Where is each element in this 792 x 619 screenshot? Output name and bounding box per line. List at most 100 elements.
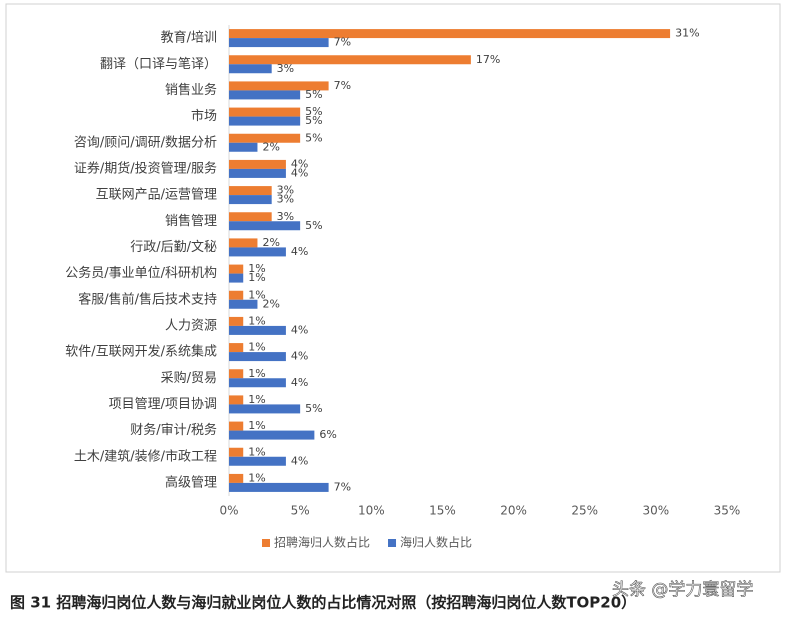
bar xyxy=(229,447,244,457)
y-tick-label: 证券/期货/投资管理/服务 xyxy=(74,160,217,176)
y-tick-label: 高级管理 xyxy=(165,474,217,490)
bar xyxy=(229,421,244,431)
bar xyxy=(229,29,671,39)
watermark: 头条 @学力寰留学 xyxy=(612,579,753,600)
bar xyxy=(229,378,286,388)
bar xyxy=(229,404,301,414)
value-label: 7% xyxy=(334,480,351,493)
legend-swatch xyxy=(262,539,270,547)
bar xyxy=(229,456,286,466)
value-label: 5% xyxy=(305,105,322,118)
chart-frame xyxy=(5,3,781,573)
y-tick-label: 销售业务 xyxy=(165,82,217,98)
value-label: 2% xyxy=(262,297,279,310)
bar xyxy=(229,299,258,309)
y-tick-label: 行政/后勤/文秘 xyxy=(130,240,217,255)
value-label: 5% xyxy=(305,219,322,232)
value-label: 1% xyxy=(248,288,265,301)
bar xyxy=(229,352,286,362)
value-label: 1% xyxy=(248,367,265,380)
value-label: 5% xyxy=(305,131,322,144)
bar xyxy=(229,290,244,300)
bar xyxy=(229,221,301,231)
bar xyxy=(229,264,244,274)
y-tick-label: 互联网产品/运营管理 xyxy=(96,188,217,203)
y-tick-label: 咨询/顾问/调研/数据分析 xyxy=(74,135,217,150)
legend-label: 招聘海归人数占比 xyxy=(274,535,370,550)
bar xyxy=(229,325,286,335)
value-label: 7% xyxy=(334,79,351,92)
bar xyxy=(229,81,329,91)
bar xyxy=(229,395,244,405)
value-label: 4% xyxy=(291,454,308,467)
y-tick-label: 教育/培训 xyxy=(161,30,217,46)
bar xyxy=(229,116,301,126)
value-label: 4% xyxy=(291,166,308,179)
x-tick-label: 10% xyxy=(358,504,385,518)
legend-label: 海归人数占比 xyxy=(400,535,472,550)
y-tick-label: 人力资源 xyxy=(165,318,217,333)
bar xyxy=(229,186,272,196)
y-tick-label: 市场 xyxy=(191,108,217,124)
x-tick-label: 30% xyxy=(643,504,670,518)
value-label: 31% xyxy=(675,27,699,40)
value-label: 3% xyxy=(277,184,294,197)
value-label: 2% xyxy=(262,236,279,249)
y-tick-label: 项目管理/项目协调 xyxy=(109,397,217,412)
x-tick-label: 25% xyxy=(571,504,598,518)
bar xyxy=(229,473,244,483)
bar xyxy=(229,159,286,169)
value-label: 1% xyxy=(248,262,265,275)
value-label: 5% xyxy=(305,88,322,101)
x-tick-label: 20% xyxy=(500,504,527,518)
bar xyxy=(229,168,286,178)
bar xyxy=(229,343,244,353)
x-tick-label: 35% xyxy=(714,504,741,518)
bar xyxy=(229,482,329,492)
bar xyxy=(229,195,272,205)
bar xyxy=(229,430,315,440)
value-label: 1% xyxy=(248,393,265,406)
value-label: 1% xyxy=(248,271,265,284)
bar xyxy=(229,55,471,65)
bar xyxy=(229,247,286,257)
y-tick-label: 客服/售前/售后技术支持 xyxy=(78,291,217,307)
value-label: 1% xyxy=(248,314,265,327)
y-tick-label: 土木/建筑/装修/市政工程 xyxy=(74,448,217,464)
value-label: 17% xyxy=(476,53,500,66)
value-label: 6% xyxy=(319,428,336,441)
bar xyxy=(229,90,301,100)
bar xyxy=(229,273,244,283)
bar xyxy=(229,212,272,222)
value-label: 4% xyxy=(291,245,308,258)
value-label: 1% xyxy=(248,471,265,484)
bar xyxy=(229,238,258,248)
x-tick-label: 15% xyxy=(429,504,456,518)
value-label: 4% xyxy=(291,350,308,363)
value-label: 4% xyxy=(291,376,308,389)
y-tick-label: 销售管理 xyxy=(165,213,217,229)
legend-swatch xyxy=(388,539,397,547)
bar xyxy=(229,133,301,143)
value-label: 5% xyxy=(305,114,322,127)
value-label: 1% xyxy=(248,445,265,458)
bar xyxy=(229,107,301,117)
bar xyxy=(229,316,244,326)
bar xyxy=(229,142,258,152)
y-tick-label: 采购/贸易 xyxy=(161,370,217,386)
value-label: 3% xyxy=(277,210,294,223)
value-label: 3% xyxy=(277,62,294,75)
value-label: 1% xyxy=(248,341,265,354)
value-label: 7% xyxy=(334,36,351,49)
value-label: 3% xyxy=(277,193,294,206)
y-tick-label: 财务/审计/税务 xyxy=(130,422,217,438)
bar xyxy=(229,369,244,379)
bar xyxy=(229,64,272,74)
caption: 图 31 招聘海归岗位人数与海归就业岗位人数的占比情况对照（按招聘海归岗位人数T… xyxy=(10,594,636,612)
y-tick-label: 翻译（口译与笔译） xyxy=(100,56,217,72)
bar xyxy=(229,38,329,48)
value-label: 4% xyxy=(291,157,308,170)
value-label: 5% xyxy=(305,402,322,415)
value-label: 2% xyxy=(262,140,279,153)
